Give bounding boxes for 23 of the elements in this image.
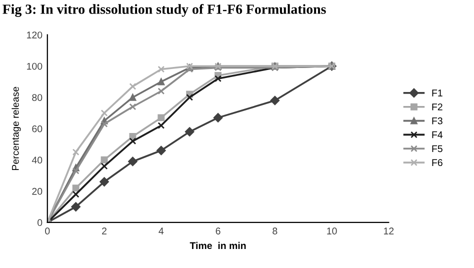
legend-label: F6 (432, 159, 442, 166)
y-axis-title: Percentage release (12, 86, 21, 170)
y-tick-label: 120 (27, 32, 42, 38)
x-tick-label: 4 (158, 228, 164, 234)
legend-label: F2 (432, 103, 442, 110)
y-tick-label: 0 (38, 219, 42, 226)
x-tick-label: 6 (216, 228, 220, 234)
x-tick-label: 0 (45, 228, 50, 234)
x-tick-label: 10 (327, 228, 337, 234)
y-tick-label: 100 (27, 62, 42, 70)
y-tick-label: 40 (32, 156, 42, 164)
legend-label: F3 (432, 117, 442, 124)
y-tick-label: 60 (32, 125, 42, 132)
x-tick-label: 8 (272, 228, 278, 234)
legend-label: F5 (432, 145, 442, 152)
x-tick-label: 2 (102, 228, 106, 234)
x-tick-label: 12 (384, 228, 394, 234)
legend-label: F1 (432, 90, 442, 96)
x-axis-title: Time in min (190, 242, 246, 250)
y-tick-label: 20 (32, 188, 42, 195)
legend-label: F4 (432, 131, 443, 138)
chart-title: Fig 3: In vitro dissolution study of F1-F6 Formulations (2, 4, 326, 17)
y-tick-label: 80 (32, 94, 42, 101)
